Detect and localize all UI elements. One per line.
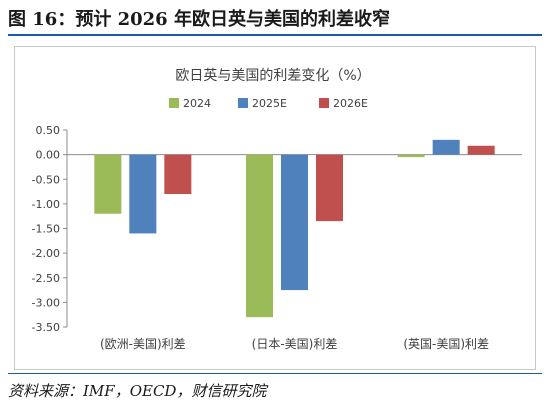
y-tick-label: -1.00 xyxy=(32,198,60,211)
legend-label-2025e: 2025E xyxy=(252,97,287,110)
y-tick-label: 0.50 xyxy=(36,124,61,137)
title-rule xyxy=(8,34,542,36)
legend-swatch-2024 xyxy=(169,98,179,108)
x-category-label: (日本-美国)利差 xyxy=(252,337,338,351)
y-tick-label: -2.50 xyxy=(32,272,60,285)
legend-swatch-2025e xyxy=(238,98,248,108)
bar-chart: 欧日英与美国的利差变化（%） 2024 2025E 2026E 0.50 0.00 -0… xyxy=(32,67,522,351)
bar-2024 xyxy=(397,154,425,158)
legend: 2024 2025E 2026E xyxy=(169,97,368,110)
bar-2026e xyxy=(467,145,495,155)
chart-panel: 欧日英与美国的利差变化（%） 2024 2025E 2026E 0.50 0.00 -0… xyxy=(14,46,536,370)
bars xyxy=(94,139,495,318)
legend-swatch-2026e xyxy=(319,98,329,108)
source-note: 资料来源：IMF，OECD，财信研究院 xyxy=(8,382,267,400)
x-category-label: (欧洲-美国)利差 xyxy=(100,337,186,351)
source-rule xyxy=(8,373,542,374)
bar-2024 xyxy=(94,154,122,214)
legend-label-2024: 2024 xyxy=(183,97,211,110)
y-tick-label: -3.00 xyxy=(32,296,60,309)
y-tick-label: -3.50 xyxy=(32,321,60,334)
bar-2025e xyxy=(129,154,157,234)
y-tick-label: 0.00 xyxy=(36,149,61,162)
y-tick-label: -2.00 xyxy=(32,247,60,260)
axes: 0.50 0.00 -0.50 -1.00 -1.50 -2.00 -2.50 -3.00 -3… xyxy=(32,124,522,351)
x-category-label: (英国-美国)利差 xyxy=(403,337,489,351)
bar-2024 xyxy=(246,154,273,318)
y-tick-label: -0.50 xyxy=(32,173,60,186)
bar-2025e xyxy=(281,154,308,291)
chart-title: 欧日英与美国的利差变化（%） xyxy=(175,67,370,84)
figure-title: 图 16：预计 2026 年欧日英与美国的利差收窄 xyxy=(8,9,390,30)
y-tick-label: -1.50 xyxy=(32,223,60,236)
bar-2026e xyxy=(316,154,343,222)
legend-label-2026e: 2026E xyxy=(333,97,368,110)
bar-2025e xyxy=(432,139,460,155)
bar-2026e xyxy=(164,154,192,195)
